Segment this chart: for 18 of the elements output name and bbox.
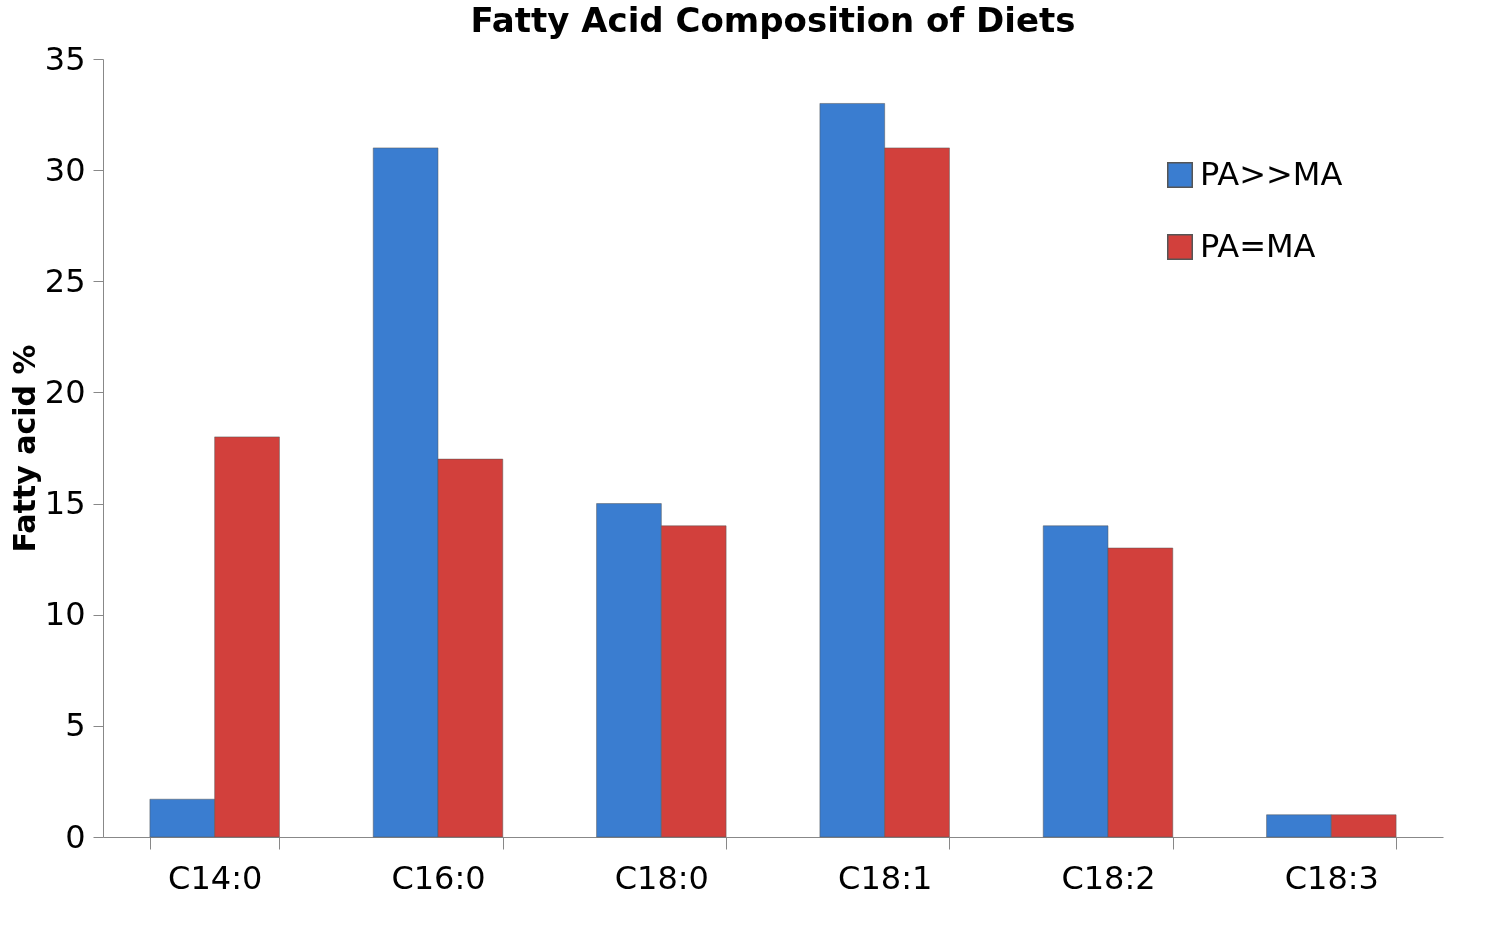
y-tick-label: 10 (44, 595, 86, 634)
y-tick-label: 35 (44, 39, 86, 78)
legend-label: PA=MA (1200, 227, 1316, 265)
chart-title: Fatty Acid Composition of Diets (470, 0, 1076, 40)
y-axis-title: Fatty acid % (6, 344, 42, 553)
x-tick-label: C18:1 (838, 858, 933, 897)
y-tick-label: 30 (44, 150, 86, 189)
x-tick-label: C18:3 (1284, 858, 1379, 897)
legend-label: PA>>MA (1200, 155, 1343, 193)
y-tick-label: 5 (65, 706, 86, 745)
x-tick-label: C18:0 (614, 858, 709, 897)
y-tick-label: 20 (44, 372, 86, 411)
y-tick-label: 0 (65, 817, 86, 856)
x-tick-label: C18:2 (1061, 858, 1156, 897)
y-tick-label: 25 (44, 261, 86, 300)
x-tick-label: C14:0 (168, 858, 263, 897)
y-tick-label: 15 (44, 484, 86, 523)
x-tick-label: C16:0 (391, 858, 486, 897)
